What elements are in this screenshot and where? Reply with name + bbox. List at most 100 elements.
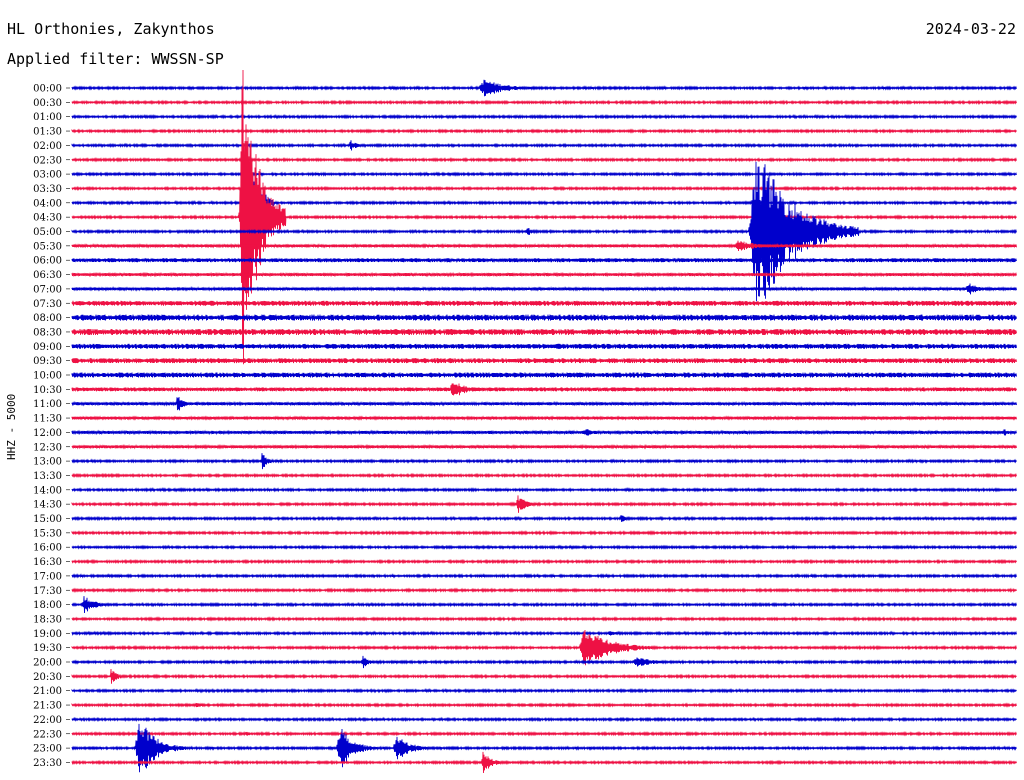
time-tick-label: 11:30 — [33, 414, 62, 425]
seismic-trace — [71, 515, 1017, 522]
time-tick-label: 03:30 — [33, 184, 62, 195]
time-tick-label: 05:30 — [33, 241, 62, 252]
time-tick-label: 02:30 — [33, 155, 62, 166]
time-tick-label: 22:00 — [33, 715, 62, 726]
seismic-trace — [71, 147, 1017, 259]
time-tick-label: 04:30 — [33, 213, 62, 224]
seismic-trace — [71, 99, 1017, 106]
seismic-trace — [71, 716, 1017, 723]
seismic-trace — [71, 140, 1017, 151]
time-tick-label: 19:30 — [33, 643, 62, 654]
filter-subtitle: Applied filter: WWSSN-SP — [7, 50, 224, 68]
seismic-trace — [71, 161, 1017, 302]
time-tick-label: 21:00 — [33, 686, 62, 697]
seismic-trace — [71, 257, 1017, 263]
time-tick-label: 20:30 — [33, 672, 62, 683]
seismic-trace — [71, 573, 1017, 579]
seismic-trace — [71, 544, 1017, 550]
seismic-trace — [71, 723, 1017, 773]
time-tick-label: 20:00 — [33, 658, 62, 669]
seismic-trace — [71, 396, 1017, 411]
time-tick-label: 15:30 — [33, 528, 62, 539]
time-tick-label: 03:00 — [33, 170, 62, 181]
time-tick-label: 10:30 — [33, 385, 62, 396]
seismic-trace — [71, 495, 1017, 513]
seismic-trace — [71, 171, 1017, 177]
seismic-trace — [71, 629, 1017, 666]
seismic-trace — [71, 616, 1017, 622]
time-tick-label: 04:00 — [33, 198, 62, 209]
seismic-trace — [71, 731, 1017, 737]
time-tick-label: 23:30 — [33, 758, 62, 769]
seismic-trace — [71, 687, 1017, 694]
time-tick-label: 15:00 — [33, 514, 62, 525]
time-tick-label: 14:30 — [33, 500, 62, 511]
seismic-trace — [71, 630, 1017, 637]
time-tick-label: 16:00 — [33, 543, 62, 554]
seismic-trace — [71, 128, 1017, 134]
time-tick-label: 05:00 — [33, 227, 62, 238]
time-tick-label: 17:30 — [33, 586, 62, 597]
seismic-trace — [71, 530, 1017, 536]
seismic-trace — [71, 383, 1017, 396]
time-tick-label: 17:00 — [33, 571, 62, 582]
time-tick-label: 18:00 — [33, 600, 62, 611]
time-tick-label: 22:30 — [33, 729, 62, 740]
time-tick-label: 12:00 — [33, 428, 62, 439]
time-tick-label: 07:30 — [33, 299, 62, 310]
time-tick-label: 07:00 — [33, 284, 62, 295]
station-title: HL Orthonies, Zakynthos — [7, 20, 215, 38]
time-tick-label: 11:00 — [33, 399, 62, 410]
time-tick-label: 10:00 — [33, 371, 62, 382]
seismic-trace — [71, 668, 1017, 684]
seismic-trace — [71, 372, 1017, 378]
seismic-trace — [71, 240, 1017, 252]
seismic-trace — [71, 328, 1017, 335]
time-tick-label: 09:30 — [33, 356, 62, 367]
time-tick-label: 08:00 — [33, 313, 62, 324]
seismic-trace — [71, 558, 1017, 565]
time-tick-label: 14:00 — [33, 485, 62, 496]
seismic-trace — [71, 472, 1017, 479]
seismic-trace — [71, 415, 1017, 421]
seismic-trace — [71, 702, 1017, 708]
seismic-trace — [71, 443, 1017, 450]
time-tick-label: 00:30 — [33, 98, 62, 109]
time-tick-label: 09:00 — [33, 342, 62, 353]
time-tick-label: 08:30 — [33, 327, 62, 338]
seismic-trace — [71, 343, 1017, 349]
seismic-trace — [71, 596, 1017, 614]
time-tick-label: 23:00 — [33, 744, 62, 755]
time-tick-label: 01:00 — [33, 112, 62, 123]
time-tick-label: 06:00 — [33, 256, 62, 267]
seismic-trace — [71, 587, 1017, 593]
time-tick-label: 16:30 — [33, 557, 62, 568]
seismic-trace — [71, 429, 1017, 436]
seismic-trace — [71, 185, 1017, 192]
seismic-trace — [71, 487, 1017, 493]
time-tick-label: 19:00 — [33, 629, 62, 640]
seismic-trace — [71, 314, 1017, 321]
time-tick-label: 00:00 — [33, 84, 62, 95]
seismic-trace — [71, 113, 1017, 120]
time-tick-label: 06:30 — [33, 270, 62, 281]
seismic-trace — [71, 157, 1017, 163]
seismic-trace — [71, 300, 1017, 306]
seismic-trace — [71, 283, 1017, 295]
seismic-trace — [71, 271, 1017, 278]
time-tick-label: 02:00 — [33, 141, 62, 152]
date-label: 2024-03-22 — [925, 20, 1016, 38]
seismic-trace — [71, 655, 1017, 669]
time-tick-label: 13:00 — [33, 457, 62, 468]
seismic-trace — [71, 751, 1017, 774]
seismic-trace — [71, 453, 1017, 470]
time-tick-label: 12:30 — [33, 442, 62, 453]
seismic-trace — [71, 79, 1017, 97]
seismic-trace — [71, 69, 1017, 365]
time-tick-label: 13:30 — [33, 471, 62, 482]
time-tick-label: 21:30 — [33, 701, 62, 712]
time-tick-label: 18:30 — [33, 614, 62, 625]
time-tick-label: 01:30 — [33, 127, 62, 138]
seismic-trace — [71, 357, 1017, 364]
